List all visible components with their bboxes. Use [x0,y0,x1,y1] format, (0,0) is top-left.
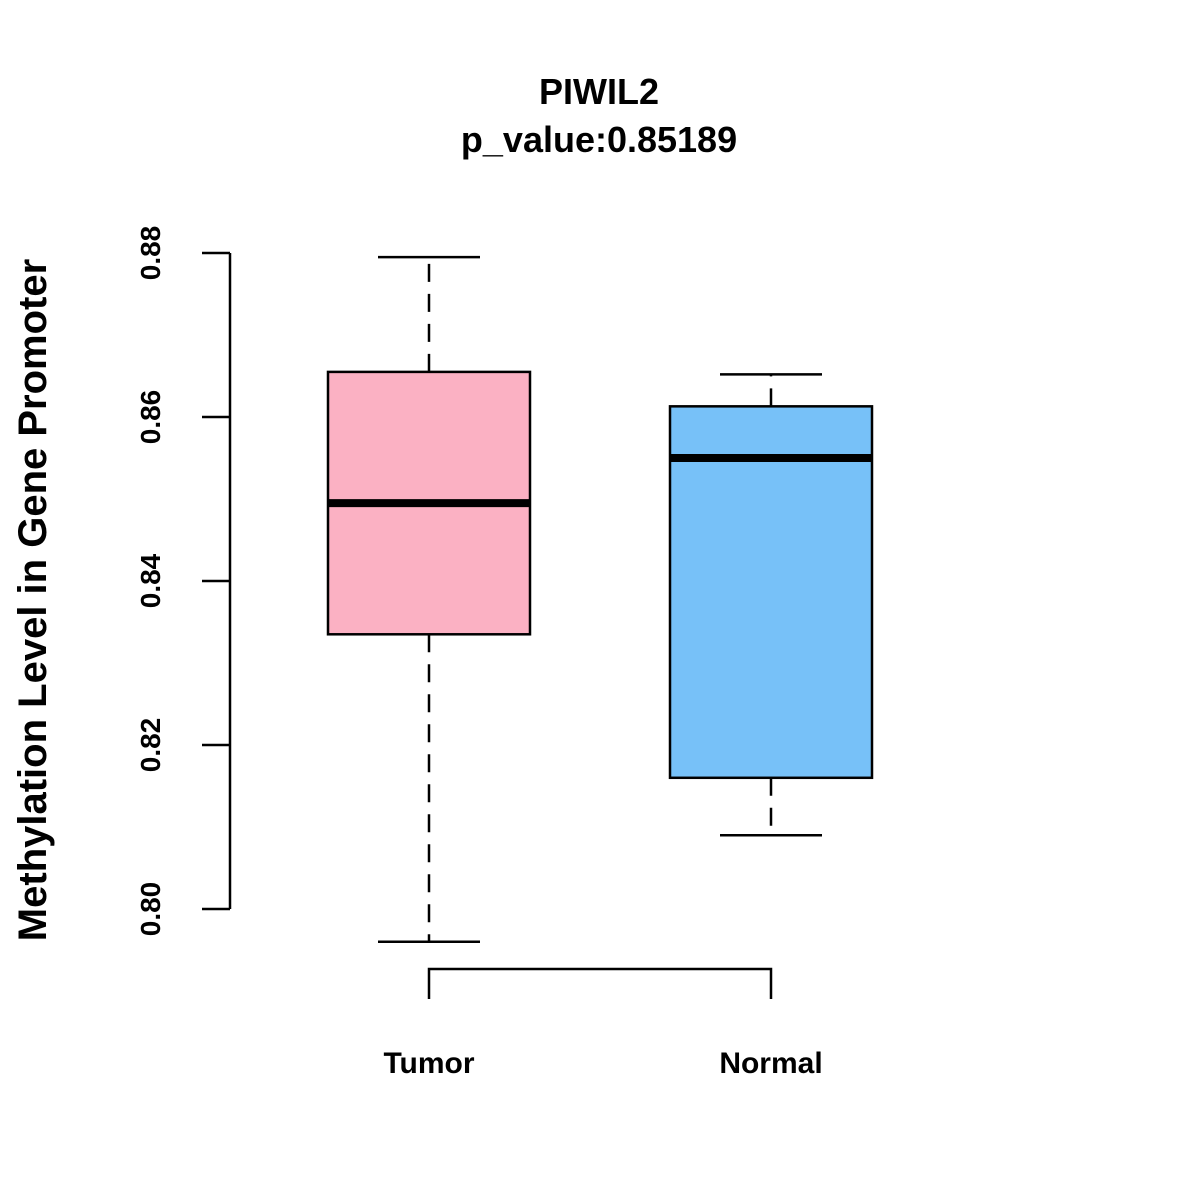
bracket-line [427,967,773,999]
y-tick-label: 0.86 [135,390,166,445]
x-category-label: Tumor [383,1047,474,1080]
chart-subtitle: p_value:0.85189 [461,119,737,160]
y-axis-label: Methylation Level in Gene Promoter [11,259,55,941]
iqr-box [668,405,874,780]
y-tick-label: 0.80 [135,882,166,937]
chart-title: PIWIL2 [539,71,659,112]
y-axis: 0.80 0.82 0.84 0.86 0.88 [135,226,232,937]
y-tick-label: 0.82 [135,718,166,773]
boxes [326,255,874,944]
y-tick-label: 0.88 [135,226,166,281]
y-tick-label: 0.84 [135,553,166,608]
box-normal [668,373,874,837]
x-axis-labels: Tumor Normal [383,1047,822,1080]
box-tumor [326,255,532,944]
comparison-bracket [427,967,773,999]
x-category-label: Normal [719,1047,822,1080]
